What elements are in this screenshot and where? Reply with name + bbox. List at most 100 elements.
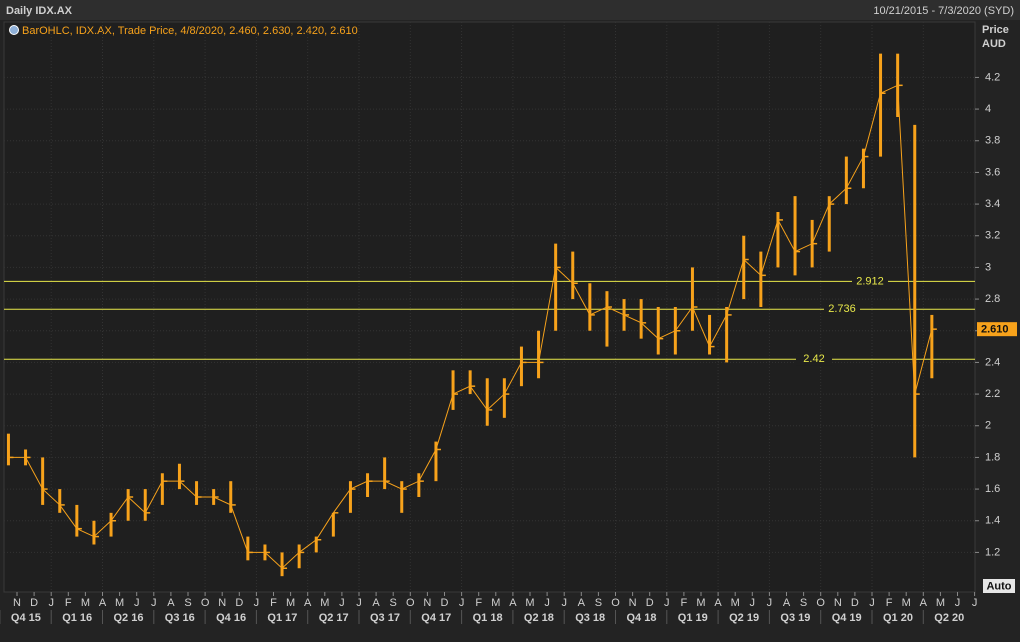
y-tick-label: 1.4 xyxy=(985,515,1000,527)
x-month-label: N xyxy=(13,597,21,609)
x-quarter-label: Q1 16 xyxy=(62,612,92,624)
x-month-label: J xyxy=(151,597,157,609)
x-month-label: S xyxy=(595,597,602,609)
y-tick-label: 3.2 xyxy=(985,230,1000,242)
x-quarter-label: Q4 16 xyxy=(216,612,246,624)
reference-label: 2.736 xyxy=(828,303,856,315)
x-month-label: J xyxy=(459,597,465,609)
x-month-label: J xyxy=(339,597,345,609)
x-month-label: S xyxy=(390,597,397,609)
y-tick-label: 3.6 xyxy=(985,166,1000,178)
x-month-label: N xyxy=(629,597,637,609)
x-month-label: F xyxy=(270,597,277,609)
x-month-label: J xyxy=(869,597,875,609)
x-month-label: A xyxy=(304,597,312,609)
y-tick-label: 1.8 xyxy=(985,451,1000,463)
x-month-label: F xyxy=(681,597,688,609)
x-month-label: J xyxy=(767,597,773,609)
reference-label: 2.912 xyxy=(856,275,884,287)
x-month-label: J xyxy=(48,597,54,609)
x-month-label: M xyxy=(286,597,295,609)
x-quarter-label: Q3 19 xyxy=(780,612,810,624)
x-month-label: M xyxy=(696,597,705,609)
x-month-label: A xyxy=(920,597,928,609)
x-month-label: M xyxy=(81,597,90,609)
x-month-label: F xyxy=(475,597,482,609)
x-month-label: J xyxy=(544,597,550,609)
x-quarter-label: Q2 19 xyxy=(729,612,759,624)
x-quarter-label: Q2 16 xyxy=(114,612,144,624)
x-month-label: D xyxy=(851,597,859,609)
x-quarter-label: Q3 17 xyxy=(370,612,400,624)
x-month-label: J xyxy=(254,597,260,609)
y-tick-label: 4 xyxy=(985,103,991,115)
x-month-label: J xyxy=(972,597,978,609)
x-month-label: D xyxy=(30,597,38,609)
close-line xyxy=(8,84,933,569)
x-month-label: O xyxy=(611,597,620,609)
x-month-label: N xyxy=(834,597,842,609)
y-tick-label: 1.6 xyxy=(985,483,1000,495)
x-month-label: M xyxy=(936,597,945,609)
x-month-label: S xyxy=(800,597,807,609)
x-month-label: M xyxy=(525,597,534,609)
reference-label-bg xyxy=(824,303,860,316)
y-axis-title: Price xyxy=(982,24,1009,36)
x-month-label: O xyxy=(201,597,210,609)
x-quarter-label: Q4 17 xyxy=(421,612,451,624)
x-quarter-label: Q1 19 xyxy=(678,612,708,624)
reference-label-bg xyxy=(852,275,888,288)
x-month-label: A xyxy=(578,597,586,609)
x-month-label: N xyxy=(218,597,226,609)
x-month-label: A xyxy=(714,597,722,609)
x-quarter-label: Q1 17 xyxy=(267,612,297,624)
x-month-label: J xyxy=(955,597,961,609)
y-tick-label: 3.4 xyxy=(985,198,1000,210)
reference-label: 2.42 xyxy=(803,353,824,365)
y-tick-label: 3.8 xyxy=(985,135,1000,147)
x-month-label: M xyxy=(491,597,500,609)
x-quarter-label: Q3 16 xyxy=(165,612,195,624)
chart-title: Daily IDX.AX xyxy=(6,5,73,17)
x-month-label: S xyxy=(184,597,191,609)
y-axis-unit: AUD xyxy=(982,38,1006,50)
x-month-label: F xyxy=(65,597,72,609)
date-range: 10/21/2015 - 7/3/2020 (SYD) xyxy=(873,5,1014,17)
auto-button[interactable] xyxy=(983,579,1015,593)
x-month-label: A xyxy=(99,597,107,609)
x-month-label: J xyxy=(561,597,567,609)
x-month-label: J xyxy=(664,597,670,609)
header-bar xyxy=(0,0,1020,20)
x-month-label: F xyxy=(886,597,893,609)
x-quarter-label: Q4 19 xyxy=(832,612,862,624)
x-month-label: M xyxy=(115,597,124,609)
x-quarter-label: Q2 18 xyxy=(524,612,554,624)
y-tick-label: 2.4 xyxy=(985,356,1000,368)
x-month-label: A xyxy=(509,597,517,609)
x-month-label: O xyxy=(816,597,825,609)
y-tick-label: 4.2 xyxy=(985,71,1000,83)
x-quarter-label: Q4 15 xyxy=(11,612,41,624)
x-quarter-label: Q2 20 xyxy=(934,612,964,624)
x-month-label: J xyxy=(134,597,140,609)
x-month-label: A xyxy=(783,597,791,609)
last-price-label: 2.610 xyxy=(981,324,1009,336)
x-month-label: J xyxy=(356,597,362,609)
x-month-label: J xyxy=(750,597,756,609)
auto-button-label[interactable]: Auto xyxy=(986,580,1011,592)
x-month-label: M xyxy=(902,597,911,609)
reference-label-bg xyxy=(796,353,832,366)
y-tick-label: 3 xyxy=(985,261,991,273)
x-month-label: D xyxy=(441,597,449,609)
x-month-label: D xyxy=(646,597,654,609)
x-month-label: D xyxy=(235,597,243,609)
last-price-box xyxy=(977,322,1017,337)
legend-icon[interactable] xyxy=(9,25,19,35)
legend-text: BarOHLC, IDX.AX, Trade Price, 4/8/2020, … xyxy=(22,25,358,37)
x-month-label: M xyxy=(731,597,740,609)
x-quarter-label: Q4 18 xyxy=(627,612,657,624)
y-tick-label: 2 xyxy=(985,420,991,432)
x-quarter-label: Q1 20 xyxy=(883,612,913,624)
